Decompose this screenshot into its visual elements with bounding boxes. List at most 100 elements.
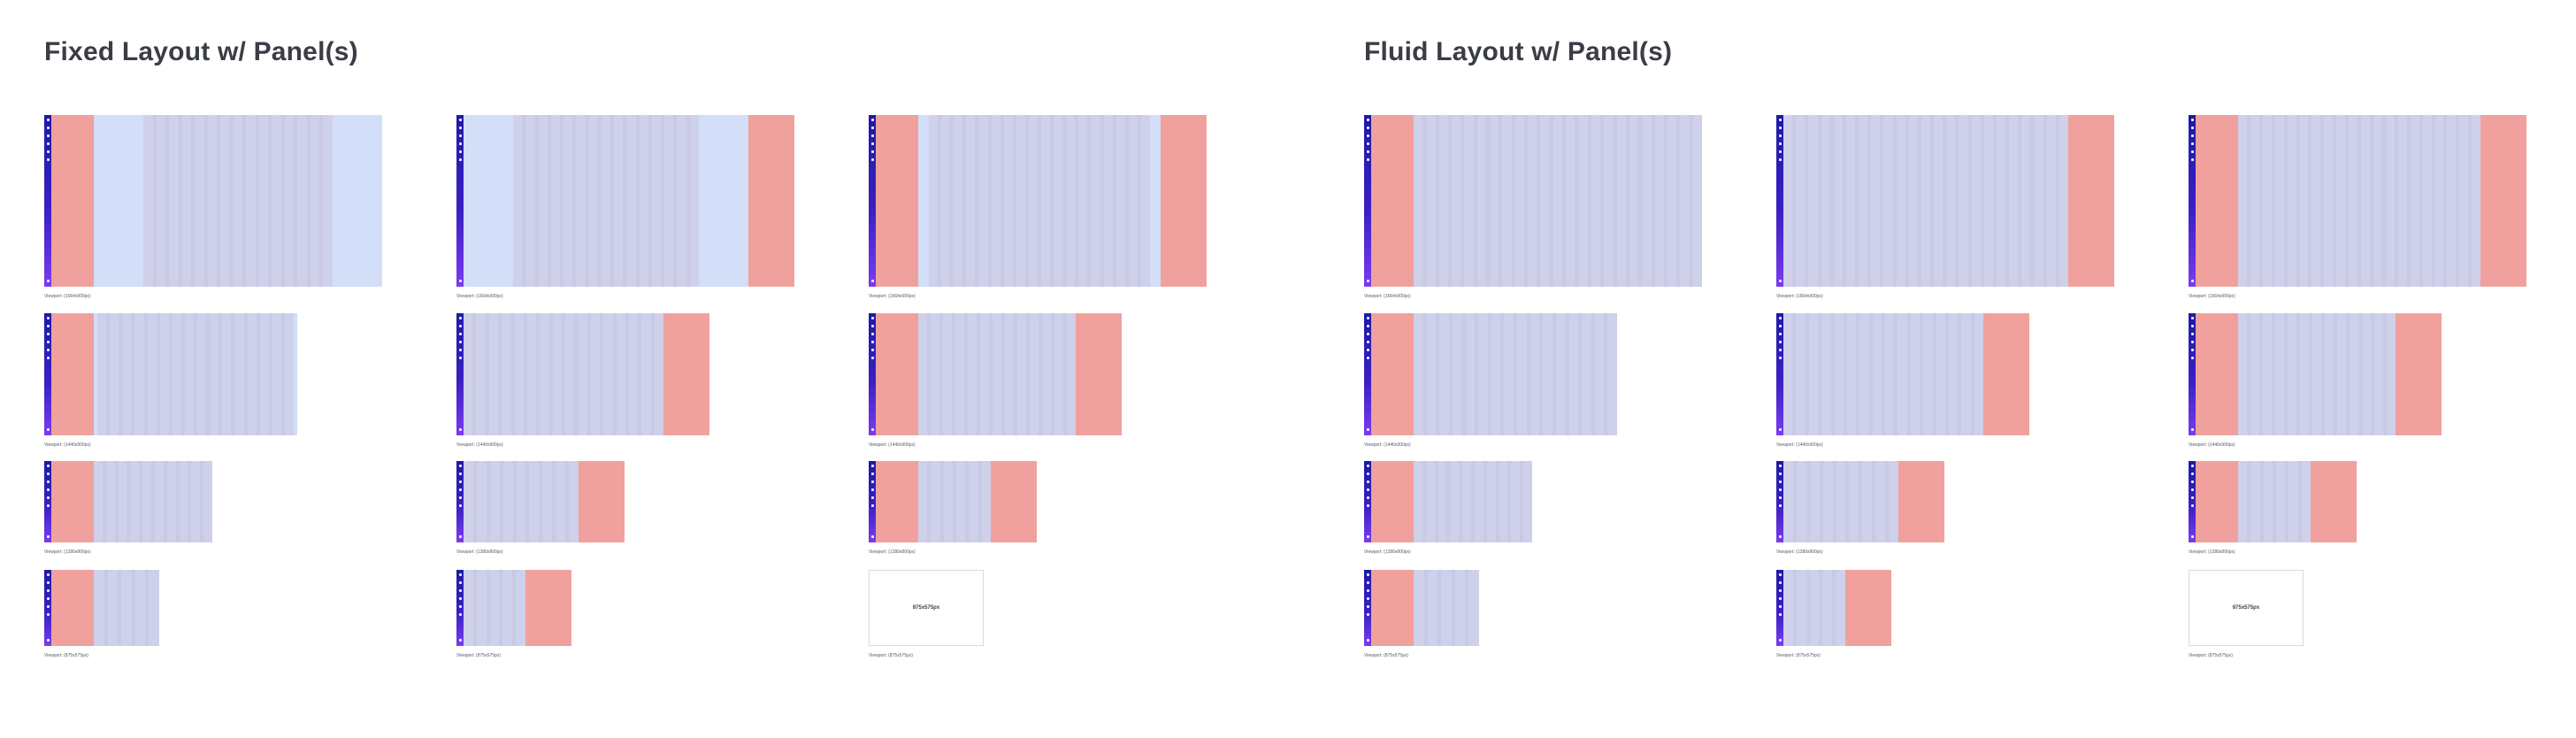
nav-icon (870, 473, 874, 475)
nav-icon (458, 465, 462, 467)
nav-icon (1366, 357, 1369, 359)
grid-column (664, 115, 674, 287)
grid-column (955, 313, 964, 435)
nav-icon (1366, 573, 1369, 576)
side-panel-left (2196, 461, 2238, 542)
nav-icon (870, 488, 874, 491)
grid-column (1523, 461, 1532, 542)
grid-column (1885, 313, 1895, 435)
grid-column (210, 313, 219, 435)
grid-column (514, 313, 524, 435)
grid-column (2385, 115, 2395, 287)
side-panel-right (1161, 115, 1207, 287)
grid-column (1836, 570, 1845, 646)
nav-icon (46, 158, 50, 161)
nav-icon (46, 341, 50, 343)
margin-area (699, 115, 748, 287)
content-grid (1414, 570, 1479, 646)
margin-area (294, 313, 297, 435)
viewport-caption: Viewport: (1280x800px) (44, 550, 91, 555)
grid-column (1616, 115, 1626, 287)
grid-column (1555, 313, 1566, 435)
nav-icon (1366, 325, 1369, 327)
margin-area (333, 115, 382, 287)
grid-column (1889, 461, 1899, 542)
nav-icon (1366, 597, 1369, 600)
grid-column (259, 313, 269, 435)
grid-column (641, 313, 651, 435)
nav-icon (1778, 613, 1782, 616)
grid-column (234, 313, 244, 435)
viewport-caption: Viewport: (875x575px) (44, 653, 88, 658)
grid-column (2009, 115, 2019, 287)
grid-column (1490, 115, 1499, 287)
nav-icon (870, 150, 874, 153)
grid-column (2373, 115, 2382, 287)
nav-icon (46, 280, 50, 282)
nav-icon (46, 142, 50, 145)
margin-area (94, 115, 143, 287)
grid-column (1140, 115, 1150, 287)
grid-column (1959, 115, 1968, 287)
grid-column (464, 461, 473, 542)
nav-icon (1778, 605, 1782, 608)
nav-rail (1776, 570, 1783, 646)
content-grid (464, 570, 525, 646)
nav-icon (870, 480, 874, 483)
grid-column (1054, 115, 1063, 287)
grid-column (1910, 313, 1920, 435)
grid-column (195, 115, 204, 287)
grid-column (166, 461, 176, 542)
grid-column (1808, 115, 1818, 287)
grid-column (1934, 115, 1944, 287)
grid-column (1452, 313, 1462, 435)
nav-icon (46, 135, 50, 137)
nav-icon (2190, 280, 2194, 282)
side-panel-left (1371, 461, 1414, 542)
nav-icon (46, 488, 50, 491)
nav-icon (870, 127, 874, 129)
grid-column (564, 115, 573, 287)
viewport-caption: Viewport: (1664x900px) (456, 294, 503, 299)
nav-icon (458, 488, 462, 491)
nav-icon (1366, 581, 1369, 584)
grid-column (2250, 313, 2259, 435)
grid-column (1028, 115, 1038, 287)
nav-icon (46, 357, 50, 359)
grid-column (247, 313, 257, 435)
grid-column (184, 313, 194, 435)
nav-icon (46, 613, 50, 616)
nav-icon (46, 605, 50, 608)
nav-icon (870, 341, 874, 343)
layout-thumbnail (869, 313, 1122, 435)
layout-thumbnail (2189, 313, 2442, 435)
grid-column (489, 570, 500, 646)
grid-column (310, 115, 320, 287)
content-grid (2238, 313, 2396, 435)
layout-thumbnail (456, 115, 794, 287)
side-panel-left (51, 115, 94, 287)
nav-icon (1366, 465, 1369, 467)
viewport-placeholder: 875x575px (2189, 570, 2304, 646)
fluid-layout-title: Fluid Layout w/ Panel(s) (1364, 37, 1673, 66)
grid-column (1836, 461, 1846, 542)
grid-column (2337, 313, 2346, 435)
nav-icon (1778, 480, 1782, 483)
grid-column (1042, 313, 1051, 435)
nav-icon (1778, 119, 1782, 121)
nav-icon (2190, 150, 2194, 153)
grid-column (1833, 115, 1843, 287)
nav-icon (458, 158, 462, 161)
nav-icon (2190, 317, 2194, 319)
viewport-caption: Viewport: (1440x900px) (2189, 442, 2235, 448)
margin-area (1150, 115, 1161, 287)
side-panel-right (991, 461, 1037, 542)
layout-thumbnail (44, 461, 212, 542)
side-panel-right (525, 570, 571, 646)
grid-column (1783, 570, 1793, 646)
grid-column (980, 313, 989, 435)
viewport-caption: Viewport: (1440x900px) (456, 442, 503, 448)
side-panel-left (51, 570, 94, 646)
grid-column (943, 461, 953, 542)
grid-column (149, 570, 159, 646)
